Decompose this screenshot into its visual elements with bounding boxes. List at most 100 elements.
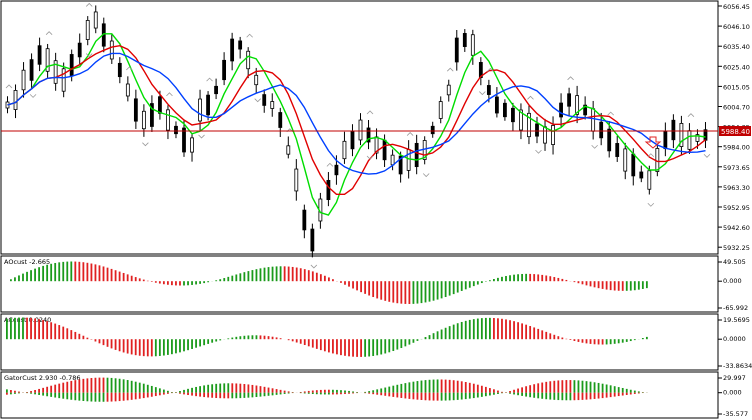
histogram-bar (428, 335, 431, 340)
gator-bar-lower (601, 392, 604, 399)
histogram-bar (396, 281, 399, 304)
gator-bar-upper (332, 389, 334, 393)
gator-bar-upper (102, 377, 105, 393)
histogram-bar (275, 266, 278, 282)
candle-body (125, 83, 130, 97)
fractal-down-icon (366, 155, 374, 160)
histogram-bar (408, 281, 411, 304)
histogram-bar (199, 339, 201, 347)
gator-bar-upper (525, 386, 528, 393)
histogram-bar (247, 335, 250, 340)
histogram-bar (569, 339, 572, 340)
gator-bar-lower (10, 392, 12, 395)
gator-bar-lower (158, 392, 161, 396)
histogram-bar (118, 271, 121, 282)
gator-bar-lower (541, 392, 544, 399)
gator-bar-upper (106, 377, 109, 393)
histogram-bar (428, 281, 431, 302)
gator-bar-upper (154, 387, 157, 393)
gator-bar-lower (420, 392, 423, 400)
gator-bar-upper (46, 386, 49, 393)
histogram-bar (420, 281, 423, 304)
gator-bar-upper (307, 390, 310, 393)
gator-bar-upper (30, 391, 32, 393)
gator-bar-lower (126, 392, 129, 401)
histogram-bar (368, 339, 371, 357)
histogram-bar (400, 339, 403, 349)
gator-bar-lower (118, 392, 121, 402)
histogram-bar (565, 279, 568, 282)
histogram-bar (251, 335, 254, 340)
gator-bar-upper (243, 384, 246, 393)
gator-bar-lower (501, 392, 503, 394)
gator-bar-lower (348, 392, 350, 394)
gator-bar-lower (251, 392, 254, 398)
histogram-bar (191, 339, 193, 349)
histogram-bar (323, 275, 326, 282)
gator-bar-lower (384, 392, 387, 396)
histogram-bar (231, 275, 234, 282)
gator-bar-lower (625, 392, 628, 395)
gator-bar-lower (529, 392, 532, 398)
gator-bar-lower (86, 392, 89, 402)
gator-bar-lower (323, 392, 326, 395)
indicator-scale-label: 0.000 (723, 277, 742, 285)
histogram-bar (424, 337, 427, 340)
histogram-bar (167, 281, 169, 285)
histogram-bar (162, 339, 165, 356)
gator-bar-upper (557, 380, 560, 393)
histogram-bar (179, 281, 181, 286)
candle-body (93, 11, 98, 29)
candle-body (559, 102, 563, 118)
gator-bar-lower (400, 392, 403, 398)
histogram-bar (295, 267, 298, 282)
current-price-label: 5988.40 (721, 128, 750, 136)
histogram-bar (517, 322, 519, 340)
histogram-bar (436, 281, 439, 300)
histogram-bar (207, 339, 210, 344)
histogram-bar (553, 277, 556, 282)
histogram-bar (476, 281, 479, 285)
gator-bar-upper (187, 388, 189, 393)
histogram-bar (195, 281, 197, 285)
gator-bar-upper (585, 381, 588, 393)
histogram-bar (211, 339, 214, 343)
candle-body (141, 110, 146, 130)
gator-bar-lower (440, 392, 443, 401)
gator-indicator-panel: GatorCust 2.930 -0.786 29.997 0.000 -35.577 (0, 371, 748, 419)
gator-bar-upper (605, 384, 608, 393)
gator-bar-upper (271, 388, 274, 393)
gator-bar-upper (283, 390, 286, 393)
gator-bar-lower (392, 392, 395, 397)
fractal-down-icon (29, 94, 37, 98)
gator-bar-lower (215, 392, 218, 399)
gator-bar-upper (86, 378, 89, 393)
gator-bar-upper (235, 383, 238, 393)
histogram-bar (404, 339, 407, 347)
gator-bar-lower (267, 392, 270, 396)
candle-body (150, 103, 154, 127)
histogram-bar (62, 261, 65, 282)
histogram-bar (360, 281, 362, 293)
gator-bar-upper (130, 380, 133, 393)
fractal-down-icon (142, 142, 149, 147)
gator-bar-upper (6, 389, 8, 393)
gator-bar-upper (480, 385, 483, 393)
histogram-bar (78, 333, 81, 340)
candle-body (358, 119, 363, 141)
gator-bar-lower (239, 392, 242, 399)
histogram-bar (62, 326, 65, 340)
histogram-bar (513, 274, 515, 282)
histogram-bar (34, 318, 36, 340)
histogram-bar (235, 336, 238, 340)
histogram-bar (287, 266, 290, 282)
histogram-bar (10, 318, 12, 340)
histogram-bar (187, 281, 189, 286)
histogram-bar (86, 337, 89, 340)
histogram-bar (448, 326, 451, 340)
histogram-bar (126, 274, 129, 282)
fractal-up-icon (166, 92, 173, 97)
candle-body (214, 85, 218, 95)
